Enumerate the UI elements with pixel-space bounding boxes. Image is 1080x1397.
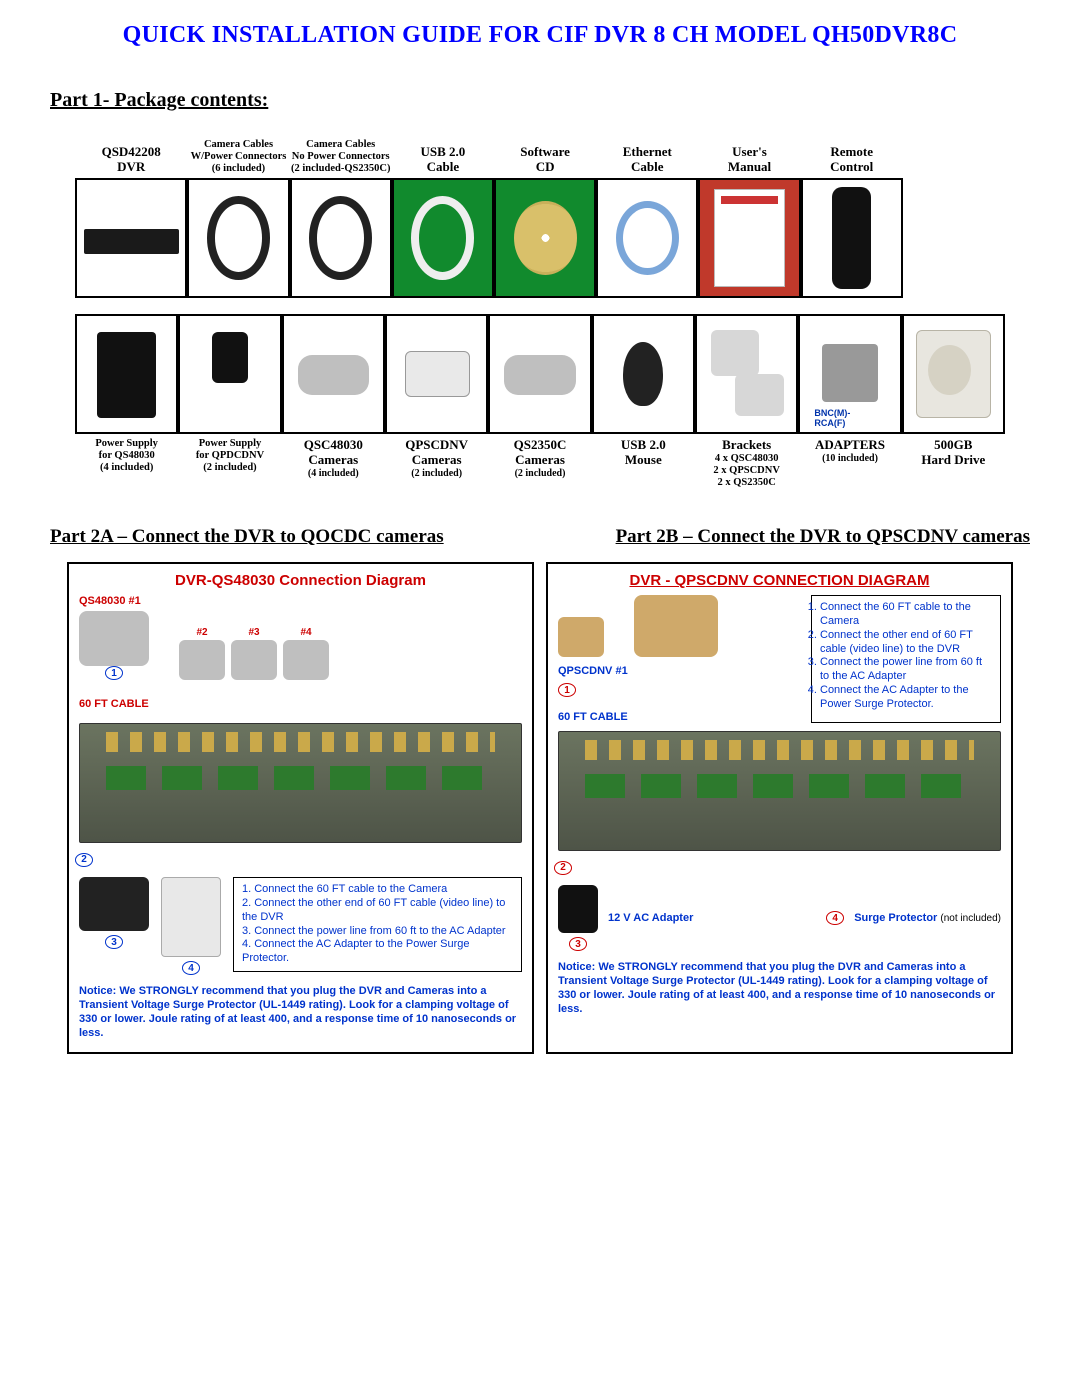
diag-a-cam2-img [179,640,225,680]
pkg-img-dvr [75,178,187,298]
diag-b-step-3: Connect the power line from 60 ft to the… [820,656,992,684]
diagram-b: DVR - QPSCDNV CONNECTION DIAGRAM QPSCDNV… [546,562,1013,1054]
pkg-img-mouse [592,314,695,434]
pkg-img-qs2350c [488,314,591,434]
diag-b-bubble-1: 1 [558,683,576,697]
package-row-1: QSD42208DVR Camera CablesW/Power Connect… [75,134,1005,298]
diag-a-steps: Connect the 60 FT cable to the Camera Co… [233,877,522,972]
pkg-label-psu48030: Power Supplyfor QS48030(4 included) [95,434,158,480]
pkg-label-ethernet: EthernetCable [623,134,672,178]
pkg-label-dvr: QSD42208DVR [102,134,161,178]
diag-b-steps: Connect the 60 FT cable to the Camera Co… [811,595,1001,723]
package-row-2: Power Supplyfor QS48030(4 included) Powe… [75,314,1005,492]
pkg-img-cables-power [187,178,289,298]
diag-a-mini-3: #3 [248,627,259,638]
pkg-label-brackets: Brackets4 x QSC480302 x QPSCDNV2 x QS235… [713,434,780,492]
pkg-img-qsc48030 [282,314,385,434]
pkg-img-brackets [695,314,798,434]
part1-header: Part 1- Package contents: [50,89,1030,112]
diag-b-ac-label: 12 V AC Adapter [608,912,693,924]
diag-b-step-2: Connect the other end of 60 FT cable (vi… [820,629,992,657]
pkg-img-remote [801,178,903,298]
diag-a-cable-label: 60 FT CABLE [79,698,522,710]
diag-a-title: DVR-QS48030 Connection Diagram [79,572,522,589]
diag-b-bubble-2: 2 [554,861,572,875]
diag-b-step-4: Connect the AC Adapter to the Power Surg… [820,684,992,712]
diag-b-cam-sm [558,617,604,657]
diag-b-cam1-label: QPSCDNV #1 [558,665,797,677]
pkg-label-qs2350c: QS2350CCameras(2 included) [514,434,567,482]
diag-b-bubble-3: 3 [569,937,587,951]
diag-a-step-4: Connect the AC Adapter to the Power Surg… [242,938,513,966]
diag-a-ac-adapter [79,877,149,931]
pkg-img-qpscdnv [385,314,488,434]
pkg-label-adapters: ADAPTERS(10 included) [815,434,885,480]
diag-a-mini-2: #2 [196,627,207,638]
diag-a-cam1-img [79,611,149,666]
diag-b-cam1-img [634,595,718,657]
pkg-label-remote: RemoteControl [830,134,873,178]
diag-a-mini-4: #4 [300,627,311,638]
diag-a-bubble-3: 3 [105,935,123,949]
pkg-img-psu48030 [75,314,178,434]
diagram-a: DVR-QS48030 Connection Diagram QS48030 #… [67,562,534,1054]
diag-b-surge-label: Surge Protector (not included) [854,912,1001,924]
diag-a-cam1-label: QS48030 #1 [79,595,522,607]
part2-header-row: Part 2A – Connect the DVR to QOCDC camer… [50,526,1030,548]
pkg-label-usb-cable: USB 2.0Cable [421,134,466,178]
diag-a-step-3: Connect the power line from 60 ft to the… [242,925,513,939]
diagram-row: DVR-QS48030 Connection Diagram QS48030 #… [67,562,1013,1054]
part2a-header: Part 2A – Connect the DVR to QOCDC camer… [50,526,444,548]
pkg-label-cables-power: Camera CablesW/Power Connectors(6 includ… [191,134,287,178]
diag-b-bubble-4: 4 [826,911,844,925]
diag-a-bubble-4: 4 [182,961,200,975]
pkg-img-software-cd [494,178,596,298]
diag-b-cable-label: 60 FT CABLE [558,711,797,723]
diag-b-dvr-panel [558,731,1001,851]
diag-a-bubble-2: 2 [75,853,93,867]
pkg-label-cables-nopower: Camera CablesNo Power Connectors(2 inclu… [291,134,390,178]
pkg-label-manual: User'sManual [728,134,771,178]
diag-a-cam4-img [283,640,329,680]
diag-a-step-2: Connect the other end of 60 FT cable (vi… [242,897,513,925]
diag-a-step-1: Connect the 60 FT cable to the Camera [242,883,513,897]
diag-a-dvr-panel [79,723,522,843]
diag-b-surge-note: (not included) [940,913,1001,924]
pkg-img-psu-qpdcdnv [178,314,281,434]
document-title: QUICK INSTALLATION GUIDE FOR CIF DVR 8 C… [50,22,1030,49]
diag-a-surge-strip [161,877,221,957]
pkg-label-hdd: 500GBHard Drive [921,434,985,480]
diag-a-notice: Notice: We STRONGLY recommend that you p… [79,985,522,1040]
pkg-img-manual [698,178,800,298]
pkg-label-psu-qpdcdnv: Power Supplyfor QPDCDNV(2 included) [196,434,264,480]
diag-b-notice: Notice: We STRONGLY recommend that you p… [558,961,1001,1016]
pkg-label-software-cd: SoftwareCD [520,134,570,178]
pkg-label-qsc48030: QSC48030Cameras(4 included) [304,434,363,482]
part2b-header: Part 2B – Connect the DVR to QPSCDNV cam… [616,526,1030,548]
pkg-img-adapters [798,314,901,434]
pkg-label-mouse: USB 2.0Mouse [621,434,666,480]
diag-b-step-1: Connect the 60 FT cable to the Camera [820,601,992,629]
pkg-img-hdd [902,314,1005,434]
diag-a-bubble-1: 1 [105,666,123,680]
pkg-img-usb-cable [392,178,494,298]
diag-b-ac-adapter [558,885,598,933]
pkg-img-ethernet [596,178,698,298]
pkg-label-qpscdnv: QPSCDNVCameras(2 included) [405,434,468,482]
diag-a-cam3-img [231,640,277,680]
pkg-img-cables-nopower [290,178,392,298]
diag-b-title: DVR - QPSCDNV CONNECTION DIAGRAM [558,572,1001,589]
